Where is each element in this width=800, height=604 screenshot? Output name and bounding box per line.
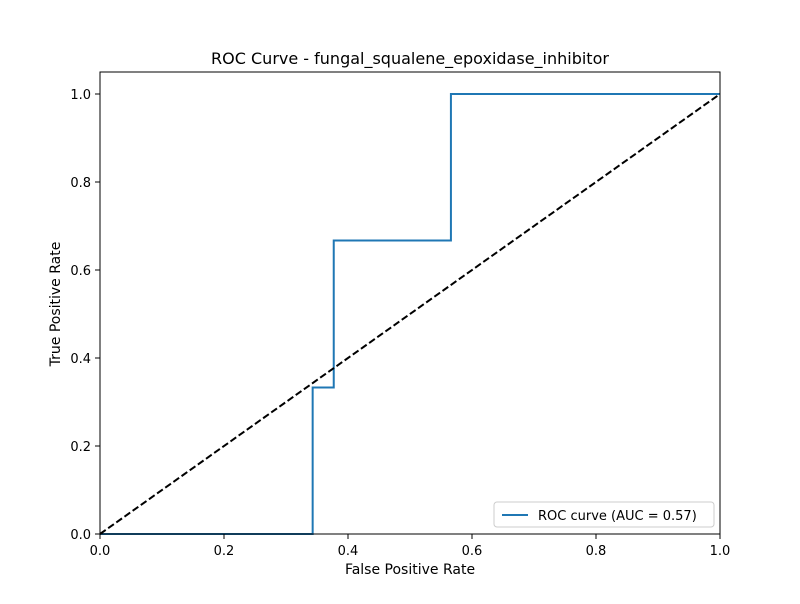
x-tick-label: 0.6: [462, 544, 483, 559]
legend-label: ROC curve (AUC = 0.57): [538, 509, 697, 524]
x-axis-label: False Positive Rate: [345, 562, 475, 578]
x-tick-label: 1.0: [710, 544, 731, 559]
legend-box: [493, 501, 715, 528]
y-axis-label: True Positive Rate: [48, 242, 64, 368]
y-tick-label: 0.2: [70, 440, 91, 455]
y-tick-label: 0.8: [70, 176, 91, 191]
y-tick-label: 0.6: [70, 264, 91, 279]
chance-diagonal-line: [99, 93, 721, 535]
x-tick-label: 0.0: [90, 544, 111, 559]
roc-curve-line: [100, 93, 720, 535]
x-tick-label: 0.4: [338, 544, 359, 559]
y-tick-label: 0.4: [70, 352, 91, 367]
x-tick-label: 0.8: [586, 544, 607, 559]
chart-title: ROC Curve - fungal_squalene_epoxidase_in…: [211, 49, 609, 69]
legend: ROC curve (AUC = 0.57): [493, 501, 715, 528]
x-tick-label: 0.2: [214, 544, 235, 559]
y-tick-label: 1.0: [70, 88, 91, 103]
y-tick-label: 0.0: [70, 528, 91, 543]
axes-frame: [99, 71, 721, 535]
